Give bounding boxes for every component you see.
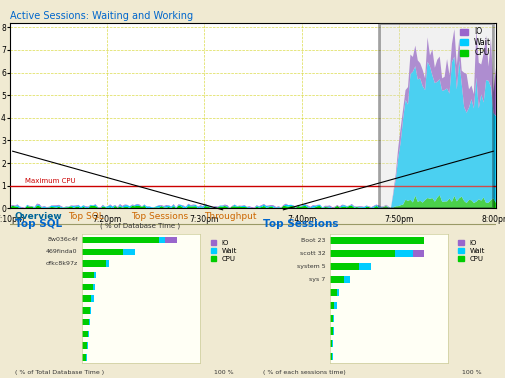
Text: Overview: Overview <box>15 212 63 221</box>
Text: Top SQL: Top SQL <box>68 212 104 221</box>
Legend: IO, Wait, CPU: IO, Wait, CPU <box>457 24 493 60</box>
Text: Throughput: Throughput <box>204 212 257 221</box>
Bar <box>379 23 492 208</box>
Text: Active Sessions: Waiting and Working: Active Sessions: Waiting and Working <box>10 11 193 20</box>
Text: Top Sessions: Top Sessions <box>131 212 188 221</box>
Text: Maximum CPU: Maximum CPU <box>25 178 75 184</box>
